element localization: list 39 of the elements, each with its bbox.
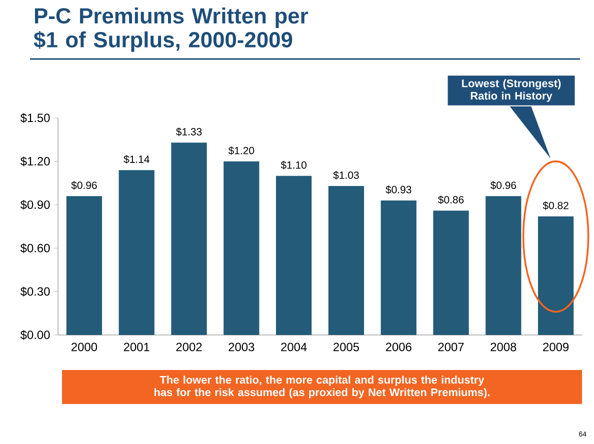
bar [380,200,416,335]
y-tick-label: $0.30 [20,286,50,296]
y-tick-label: $1.50 [20,113,50,123]
chart-title: P-C Premiums Written per $1 of Surplus, 2000-2009 [34,8,308,52]
bar [171,142,207,335]
data-label: $0.96 [490,181,516,190]
bar [328,186,364,335]
data-label: $0.96 [71,181,97,190]
data-label: $1.03 [333,171,359,180]
x-tick-label: 2003 [228,342,254,352]
x-tick-label: 2007 [438,342,464,352]
x-tick-label: 2000 [72,342,98,352]
x-tick-label: 2002 [176,342,202,352]
x-tick-label: 2006 [386,342,412,352]
y-tick-label: $0.90 [20,200,50,210]
bar [276,176,312,335]
data-label: $0.86 [438,196,464,204]
x-tick-label: 2005 [334,342,359,352]
bar [538,216,574,335]
text: The lower the ratio, the more capital and surplus the industry has for the risk assumed (as proxied by Net Written Premiums). [154,376,490,398]
bar [66,196,102,335]
y-tick-label: $0.60 [20,243,50,254]
y-tick-label: $1.20 [20,156,50,166]
x-tick-label: 2001 [124,342,150,352]
bar [486,196,522,335]
x-tick-label: 2004 [281,342,307,352]
x-tick-label: 2009 [543,342,569,352]
data-label: $1.33 [176,128,202,136]
data-label: $1.14 [124,155,150,164]
data-label: $0.82 [542,201,568,210]
bar [433,210,469,335]
data-label: $1.10 [280,160,306,170]
data-label: $0.93 [386,185,412,194]
bar [224,161,260,335]
x-tick-label: 2008 [490,342,516,352]
data-label: $1.20 [228,146,254,155]
text: Lowest (Strongest) Ratio in History [462,79,561,102]
y-tick-label: $0.00 [20,330,50,340]
bar [118,170,154,335]
